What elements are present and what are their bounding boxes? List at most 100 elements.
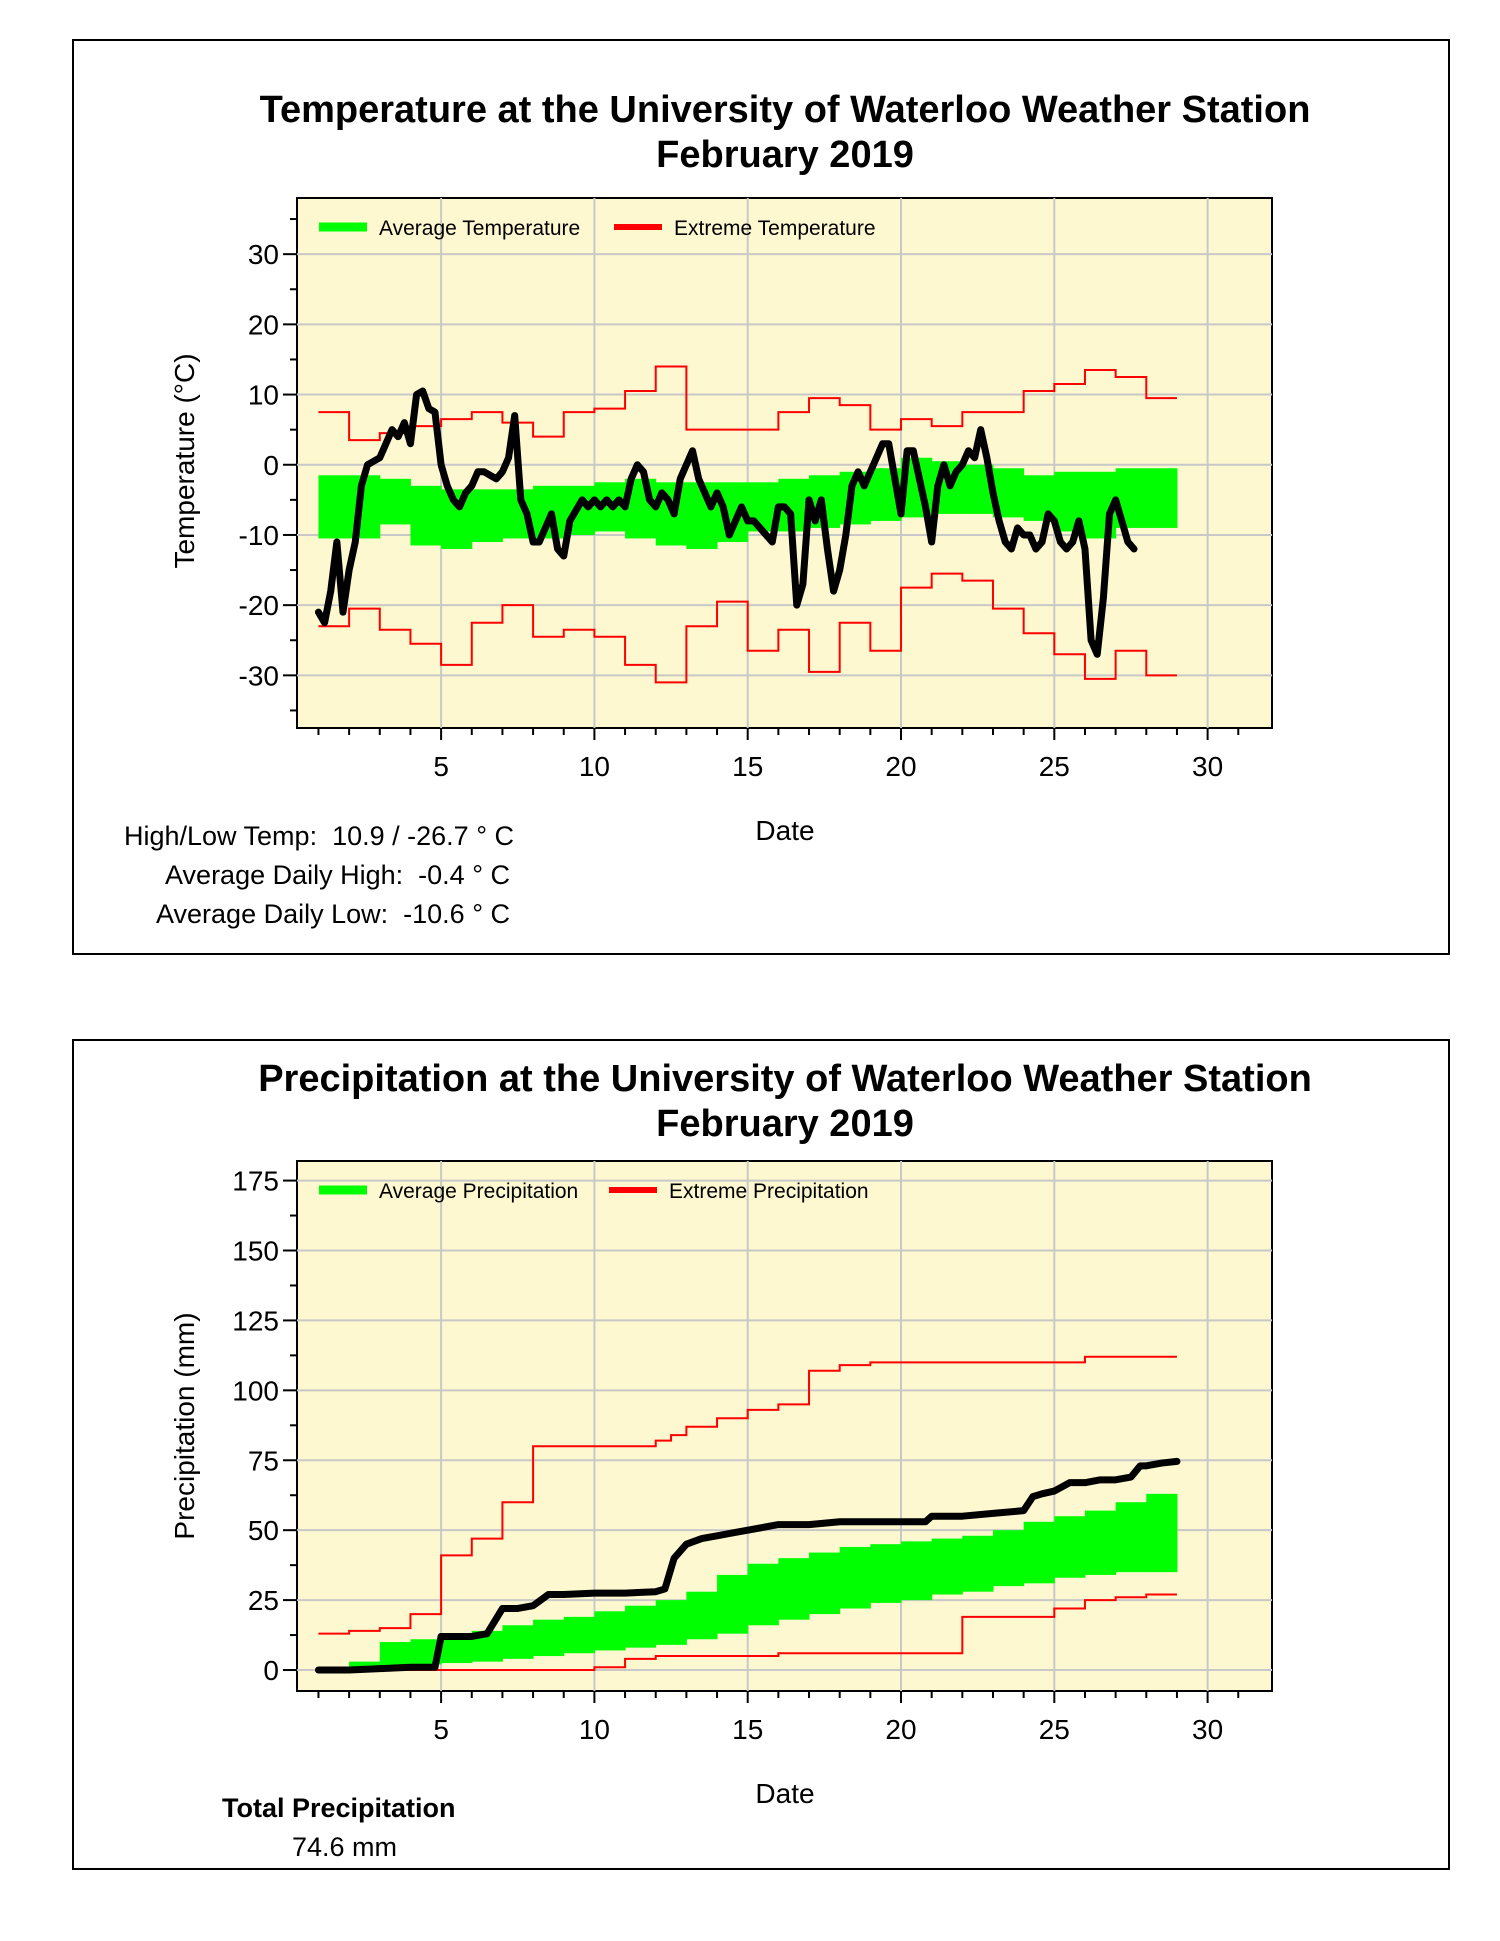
y-tick-label: 25 [248, 1585, 279, 1616]
x-tick-label: 25 [1039, 751, 1070, 782]
observed-temperature-line [314, 387, 1138, 658]
average-band-segment [839, 1546, 871, 1609]
temperature-panel: Temperature at the University of Waterlo… [72, 39, 1450, 955]
chart-subtitle: February 2019 [656, 1103, 914, 1145]
y-tick-label: 100 [232, 1375, 279, 1406]
y-tick-label: 50 [248, 1515, 279, 1546]
chart-title: Precipitation at the University of Water… [258, 1058, 1312, 1100]
average-band-segment [901, 1541, 933, 1601]
axes: 5 10 15 20 25 30 -30 -20 -10 0 10 20 30 [239, 218, 1240, 782]
y-tick-label: 0 [263, 450, 279, 481]
average-band-segment [1054, 1516, 1086, 1578]
extreme-low-line [318, 1593, 1177, 1672]
precipitation-stats: Total Precipitation 74.6 mm [222, 1793, 522, 1863]
legend: Average Temperature Extreme Temperature [319, 217, 876, 240]
average-band-segment [1146, 468, 1178, 528]
stat-high-low: High/Low Temp: 10.9 / -26.7 ° C [124, 821, 514, 852]
average-band-segment [471, 489, 503, 542]
x-tick-label: 30 [1192, 1714, 1223, 1745]
total-precipitation-value: 74.6 mm [292, 1832, 398, 1862]
plot-area [296, 197, 1273, 729]
average-band-segment [379, 1642, 411, 1668]
stat-value: -0.4 ° C [418, 860, 510, 890]
y-tick-label: 150 [232, 1235, 279, 1266]
extreme-high-line [318, 365, 1177, 442]
y-tick-label: 20 [248, 309, 279, 340]
average-band-segment [1084, 1510, 1117, 1575]
observed-precipitation-line [314, 1457, 1181, 1674]
x-tick-label: 10 [579, 751, 610, 782]
average-band-segment [717, 1574, 749, 1634]
stat-label: High/Low Temp: [123, 821, 318, 851]
legend-label-extreme: Extreme Temperature [674, 217, 876, 240]
legend-label-extreme: Extreme Precipitation [669, 1180, 869, 1203]
y-tick-label: 125 [232, 1305, 279, 1336]
average-band-segment [563, 1616, 595, 1654]
temperature-stats: High/Low Temp: 10.9 / -26.7 ° C Average … [124, 821, 652, 941]
average-band-segment [655, 1600, 687, 1645]
y-tick-label: 175 [232, 1166, 279, 1197]
x-tick-label: 10 [579, 1714, 610, 1745]
average-precipitation-band [349, 1493, 1178, 1671]
y-tick-label: 75 [248, 1445, 279, 1476]
y-tick-label: 30 [248, 239, 279, 270]
average-band-segment [931, 1538, 963, 1595]
average-band-segment [1115, 1502, 1147, 1573]
legend: Average Precipitation Extreme Precipitat… [319, 1180, 869, 1203]
average-band-segment [1023, 1521, 1055, 1584]
temperature-chart: Temperature at the University of Waterlo… [169, 89, 1311, 846]
average-band-segment [502, 1625, 534, 1659]
extreme-temperature-lines [318, 365, 1177, 684]
extreme-precipitation-lines [318, 1355, 1177, 1672]
y-axis-label: Temperature (°C) [169, 353, 200, 568]
stat-label: Average Daily High: [165, 860, 404, 890]
y-axis-label: Precipitation (mm) [169, 1312, 200, 1539]
average-band-segment [410, 485, 442, 546]
chart-subtitle: February 2019 [656, 134, 914, 176]
x-tick-label: 5 [433, 751, 449, 782]
chart-title: Temperature at the University of Waterlo… [260, 89, 1311, 131]
y-tick-label: 0 [263, 1655, 279, 1686]
average-band-segment [778, 1558, 810, 1620]
x-axis-label: Date [755, 815, 814, 846]
observed-line [314, 1457, 1181, 1674]
total-precipitation-label: Total Precipitation [222, 1793, 456, 1823]
extreme-high-line [318, 1355, 1177, 1635]
average-band-segment [379, 478, 411, 525]
x-tick-label: 25 [1039, 1714, 1070, 1745]
legend-label-average: Average Temperature [379, 217, 580, 240]
precipitation-panel: Precipitation at the University of Water… [72, 1039, 1450, 1870]
average-band-segment [594, 1611, 626, 1651]
stat-label: Average Daily Low: [156, 899, 389, 929]
average-band-segment [962, 1535, 994, 1592]
axes: 5 10 15 20 25 30 0 25 50 75 100 125 150 175 [232, 1166, 1240, 1745]
stat-average-high: Average Daily High: -0.4 ° C [165, 860, 510, 891]
x-tick-label: 15 [732, 751, 763, 782]
average-band-segment [992, 1530, 1025, 1587]
x-tick-label: 30 [1192, 751, 1223, 782]
average-band-segment [870, 1544, 902, 1603]
x-tick-label: 20 [885, 1714, 916, 1745]
average-band-segment [533, 1619, 565, 1657]
average-band-segment [686, 1591, 718, 1640]
stat-average-low: Average Daily Low: -10.6 ° C [156, 899, 510, 930]
average-band-segment [747, 1563, 779, 1626]
y-tick-label: -10 [239, 520, 279, 551]
average-band-segment [625, 1605, 657, 1648]
extreme-low-line [318, 572, 1177, 684]
stat-value: -10.6 ° C [403, 899, 510, 929]
y-tick-label: -30 [239, 660, 279, 691]
x-axis-label: Date [755, 1778, 814, 1809]
average-band-segment [318, 475, 350, 539]
average-band-segment [441, 489, 473, 549]
x-tick-label: 5 [433, 1714, 449, 1745]
x-tick-label: 20 [885, 751, 916, 782]
precipitation-chart: Precipitation at the University of Water… [169, 1058, 1312, 1809]
average-band-segment [441, 1636, 473, 1664]
x-tick-label: 15 [732, 1714, 763, 1745]
average-band-segment [1146, 1493, 1178, 1573]
legend-label-average: Average Precipitation [379, 1180, 578, 1203]
stat-value: 10.9 / -26.7 ° C [332, 821, 514, 851]
y-tick-label: -20 [239, 590, 279, 621]
observed-line [314, 387, 1138, 658]
